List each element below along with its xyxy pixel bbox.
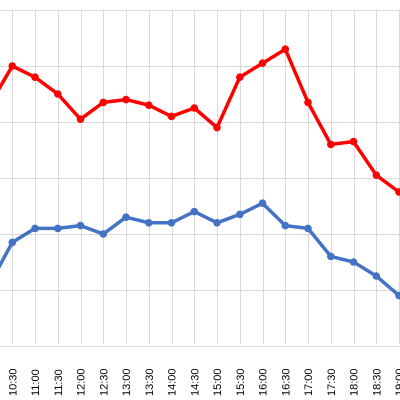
x-tick-labels: 10:30 11:00 11:30 12:00 12:30 13:00 13:30 14:00… [7, 368, 400, 396]
data-point [54, 90, 62, 98]
data-point [281, 221, 290, 230]
x-tick-label: 12:00 [76, 368, 88, 396]
data-point [327, 252, 335, 261]
data-point [281, 45, 290, 53]
data-point [304, 98, 312, 107]
x-tick-label: 11:30 [53, 369, 65, 396]
data-point [349, 137, 358, 146]
data-point [236, 73, 244, 81]
x-tick-label: 15:30 [235, 368, 247, 396]
x-tick-label: 19:00 [394, 368, 400, 396]
data-point [258, 199, 267, 207]
x-tick-label: 14:00 [167, 368, 179, 396]
data-point [372, 171, 381, 179]
x-tick-label: 13:00 [121, 368, 133, 396]
data-point [167, 219, 176, 227]
data-point [236, 210, 244, 219]
x-tick-label: 17:30 [326, 368, 338, 396]
data-point [76, 115, 85, 123]
x-tick-label: 18:00 [349, 368, 361, 396]
data-point [145, 101, 153, 109]
data-point [395, 188, 400, 196]
series-layer [0, 45, 400, 300]
x-tick-label: 12:30 [98, 368, 110, 396]
data-point [395, 291, 400, 300]
data-point [372, 272, 381, 280]
gridlines [0, 10, 400, 347]
data-point [54, 224, 62, 233]
series-line-2 [0, 201, 400, 298]
x-tick-label: 10:30 [7, 368, 19, 396]
data-point [167, 112, 176, 121]
data-point [122, 213, 130, 221]
data-point [258, 59, 267, 67]
data-point [190, 104, 199, 112]
data-point [8, 62, 17, 70]
data-point [99, 230, 108, 238]
data-point [349, 258, 358, 266]
x-tick-label: 15:00 [212, 368, 224, 396]
x-tick-label: 13:30 [144, 368, 156, 396]
data-point [99, 98, 108, 107]
data-point [213, 123, 221, 132]
x-tick-label: 14:30 [189, 368, 201, 396]
series-line-1 [0, 47, 400, 196]
x-tick-label: 16:30 [280, 368, 292, 396]
data-point [190, 207, 199, 216]
x-tick-label: 17:00 [303, 368, 315, 396]
x-tick-label: 18:30 [371, 368, 383, 396]
data-point [304, 224, 312, 233]
data-point [31, 224, 39, 233]
data-point [327, 140, 335, 149]
x-tick-label: 16:00 [258, 368, 270, 396]
data-point [8, 238, 17, 247]
data-point [122, 95, 130, 104]
data-point [213, 219, 221, 227]
x-tick-label: 11:00 [30, 369, 42, 396]
data-point [31, 73, 39, 81]
data-point [76, 221, 85, 230]
data-point [145, 219, 153, 227]
